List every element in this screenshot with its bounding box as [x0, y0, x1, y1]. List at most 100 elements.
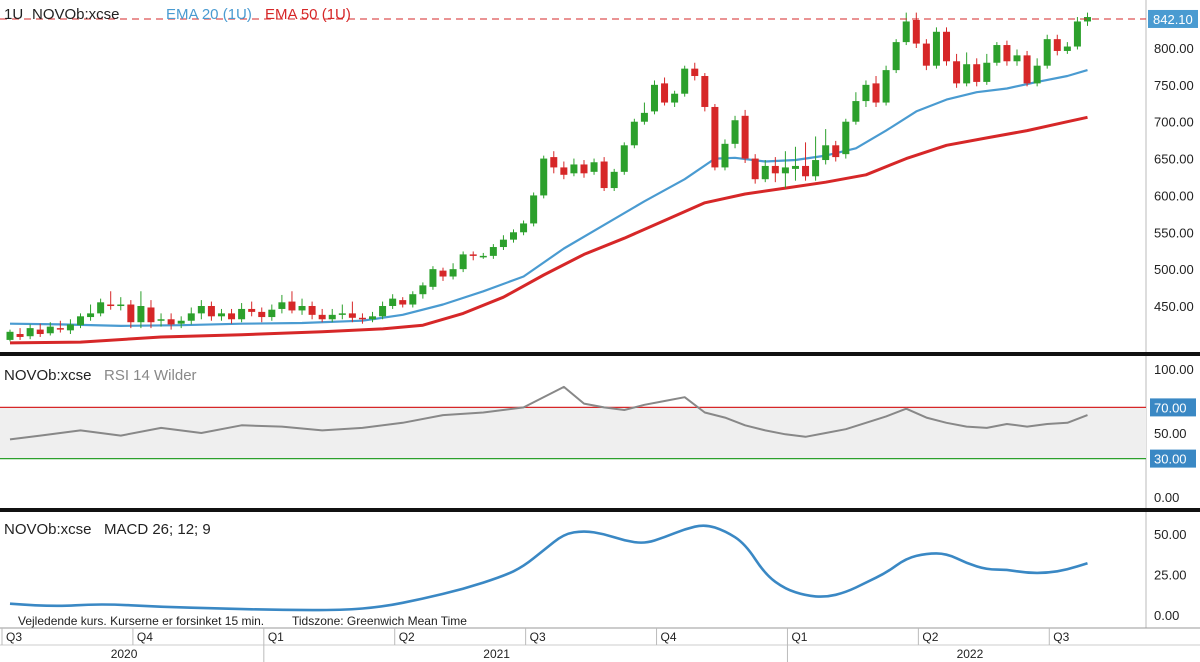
- candle-up: [6, 331, 14, 340]
- candle-up: [983, 62, 991, 82]
- candle-up: [419, 285, 427, 295]
- candle-up: [479, 255, 487, 258]
- candle-down: [943, 31, 951, 62]
- candle-down: [973, 64, 981, 82]
- candle-up: [510, 232, 517, 240]
- candle-down: [439, 270, 447, 277]
- candle-up: [963, 64, 971, 84]
- candle-down: [560, 167, 568, 175]
- candle-up: [520, 223, 528, 233]
- candle-up: [822, 145, 830, 161]
- ema20-legend[interactable]: EMA 20 (1U): [166, 6, 252, 23]
- quarter-label: Q2: [399, 630, 415, 644]
- rsi-level-tag: [1150, 398, 1196, 417]
- rsi-indicator-label[interactable]: RSI 14 Wilder: [104, 367, 197, 384]
- candle-down: [953, 61, 961, 84]
- rsi-symbol-label: NOVOb:xcse: [4, 367, 92, 384]
- time-axis: Q3 Q4 Q1 Q2 Q3 Q4 Q1 Q2 Q3 2020 2021 2022: [1, 628, 1070, 662]
- candle-down: [661, 83, 669, 103]
- candle-up: [540, 158, 548, 196]
- year-label: 2020: [111, 647, 138, 661]
- candle-up: [87, 313, 95, 318]
- candle-up: [1043, 39, 1051, 66]
- candle-up: [852, 101, 860, 122]
- candle-up: [882, 70, 890, 103]
- candle-down: [741, 115, 749, 159]
- candle-up: [369, 316, 377, 320]
- candle-down: [912, 19, 920, 44]
- candle-up: [157, 319, 165, 321]
- quarter-label: Q3: [1053, 630, 1069, 644]
- candle-up: [117, 304, 125, 307]
- candle-down: [469, 254, 477, 256]
- candle-up: [721, 143, 729, 168]
- rsi-line: [9, 385, 1088, 441]
- price-tick-label: 750.00: [1154, 78, 1194, 93]
- candle-down: [550, 157, 558, 168]
- quarter-label: Q3: [6, 630, 22, 644]
- candle-up: [630, 121, 638, 146]
- candle-up: [932, 31, 940, 66]
- rsi-level-label: 30.00: [1154, 452, 1187, 467]
- ema50-legend[interactable]: EMA 50 (1U): [265, 6, 351, 23]
- candle-up: [640, 112, 648, 122]
- candle-down: [16, 334, 24, 337]
- candle-up: [781, 167, 789, 174]
- candle-down: [580, 164, 588, 174]
- price-tick-label: 650.00: [1154, 152, 1194, 167]
- candle-up: [681, 68, 689, 94]
- candle-up: [650, 84, 658, 112]
- candle-down: [832, 145, 840, 158]
- candle-up: [620, 145, 628, 172]
- candle-down: [600, 161, 608, 189]
- candle-down: [802, 165, 810, 177]
- candle-down: [1003, 45, 1011, 62]
- price-tick-label: 550.00: [1154, 225, 1194, 240]
- candle-down: [711, 106, 719, 168]
- price-tick-label: 800.00: [1154, 41, 1194, 56]
- price-tick-label: 600.00: [1154, 188, 1194, 203]
- candle-up: [429, 269, 437, 287]
- rsi-panel: 100.00 50.00 0.00 70.00 30.00: [0, 362, 1196, 505]
- candle-down: [872, 83, 880, 103]
- candle-down: [56, 328, 64, 330]
- year-label: 2021: [483, 647, 510, 661]
- candle-up: [671, 93, 679, 103]
- macd-tick-label: 0.00: [1154, 608, 1179, 623]
- price-panel: 800.00 750.00 700.00 650.00 600.00 550.00 500.…: [0, 9, 1198, 345]
- year-label: 2022: [957, 647, 984, 661]
- candle-down: [288, 301, 296, 311]
- candle-up: [187, 313, 195, 321]
- quarter-label: Q2: [922, 630, 938, 644]
- rsi-band: [0, 407, 1146, 459]
- candle-up: [902, 21, 910, 43]
- candle-down: [691, 68, 699, 77]
- ema50-line: [9, 115, 1088, 345]
- candle-up: [892, 42, 900, 71]
- candle-up: [1033, 65, 1041, 84]
- candle-up: [1063, 46, 1071, 51]
- interval-label[interactable]: 1U: [4, 6, 23, 23]
- candle-down: [107, 304, 115, 307]
- candle-up: [791, 165, 799, 169]
- ema20-line: [9, 69, 1088, 327]
- price-tick-label: 450.00: [1154, 299, 1194, 314]
- last-price-tag: [1148, 9, 1198, 28]
- candle-up: [338, 313, 346, 315]
- candle-down: [1023, 55, 1031, 84]
- candle-up: [570, 164, 578, 174]
- quarter-label: Q1: [268, 630, 284, 644]
- candle-up: [842, 121, 850, 155]
- candle-up: [177, 320, 185, 324]
- candle-down: [248, 308, 256, 312]
- candle-up: [993, 45, 1001, 63]
- candle-up: [66, 324, 74, 331]
- quarter-label: Q3: [530, 630, 546, 644]
- symbol-label[interactable]: NOVOb:xcse: [32, 6, 120, 23]
- macd-indicator-label[interactable]: MACD 26; 12; 9: [104, 521, 211, 538]
- candle-down: [207, 306, 215, 317]
- last-price-label: 842.10: [1153, 12, 1193, 27]
- candle-up: [26, 328, 34, 337]
- rsi-level-tag: [1150, 449, 1196, 468]
